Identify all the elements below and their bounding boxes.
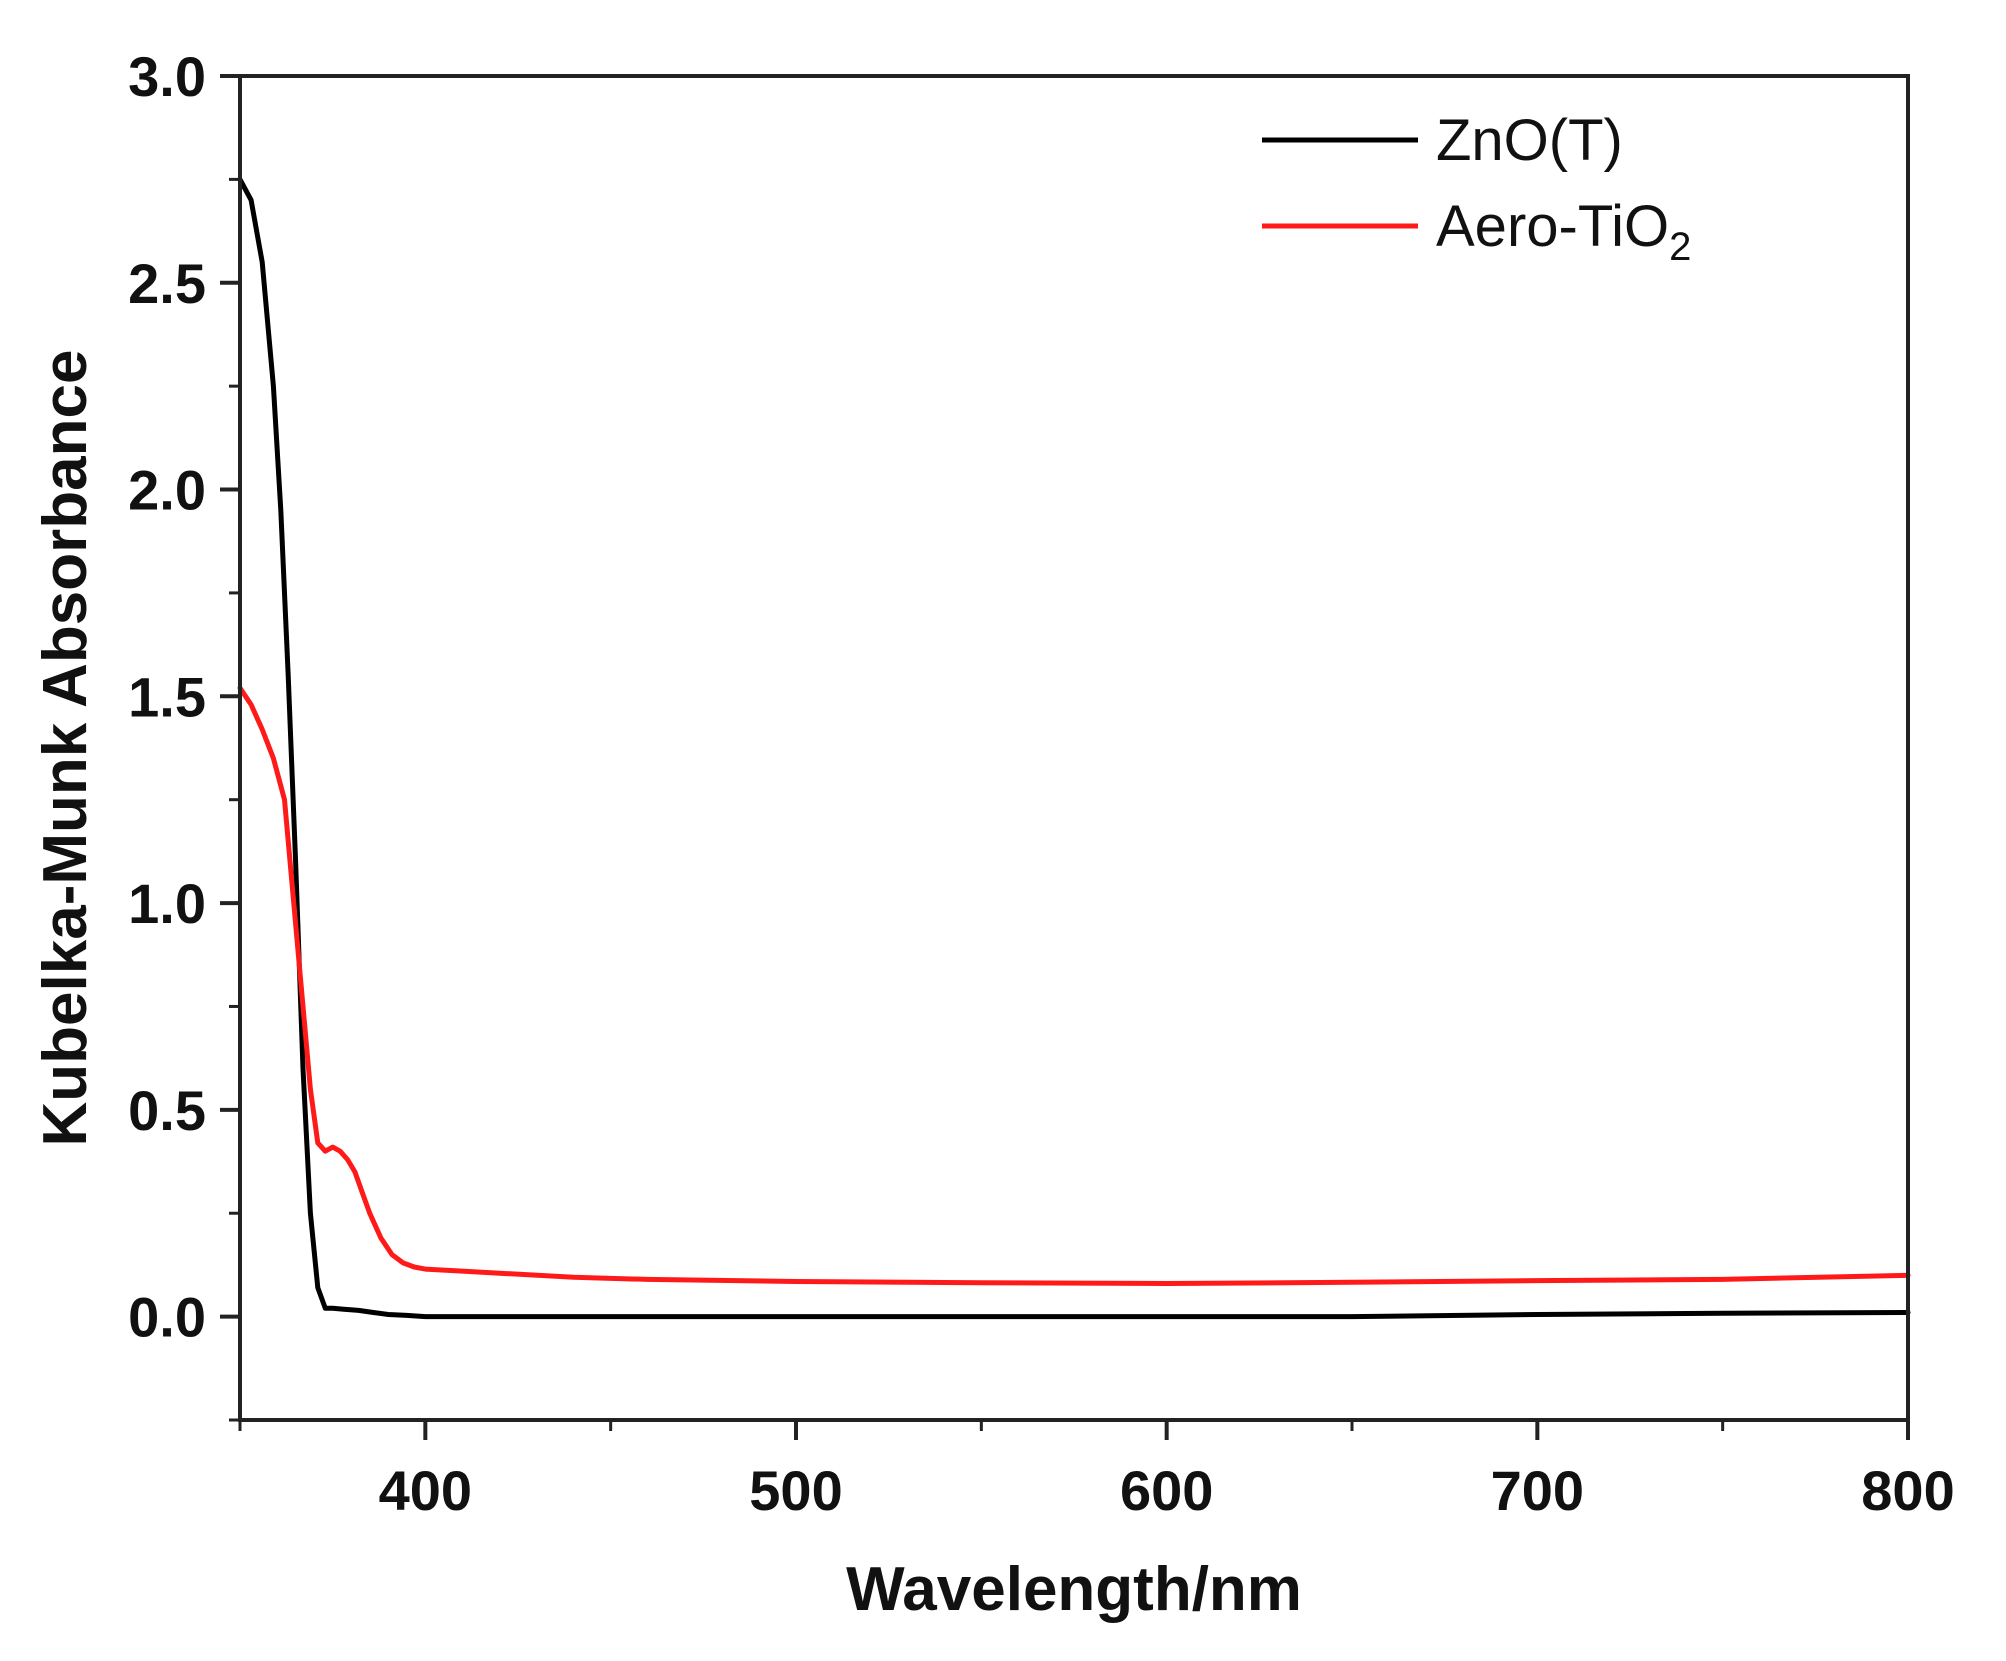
- x-tick-label: 400: [379, 1459, 472, 1522]
- series-line-1: [237, 685, 1911, 1286]
- x-axis-title: Wavelength/nm: [846, 1555, 1302, 1624]
- y-tick-label: 2.5: [128, 252, 206, 315]
- legend: ZnO(T) Aero-TiO2: [1262, 108, 1691, 269]
- y-tick-label: 2.0: [128, 459, 206, 522]
- y-tick-label: 0.0: [128, 1286, 206, 1349]
- ticks-layer: [220, 74, 1910, 1440]
- y-tick-label: 0.5: [128, 1079, 206, 1142]
- x-tick-label: 500: [749, 1459, 842, 1522]
- x-tick-label: 700: [1491, 1459, 1584, 1522]
- labels-layer: 0.0 0.5 1.0 1.5 2.0 2.5 3.0 400 500 600 700 800: [128, 45, 1955, 1522]
- series-layer: [237, 176, 1911, 1320]
- legend-label-zno: ZnO(T): [1436, 108, 1623, 173]
- y-axis-title: Kubelka-Munk Absorbance: [31, 350, 100, 1147]
- y-tick-label: 3.0: [128, 45, 206, 108]
- x-tick-label: 800: [1861, 1459, 1954, 1522]
- y-tick-label: 1.0: [128, 872, 206, 935]
- plot-frame: [238, 74, 1910, 1422]
- series-line-0: [237, 176, 1911, 1320]
- x-tick-label: 600: [1120, 1459, 1213, 1522]
- legend-label-aero-tio2: Aero-TiO2: [1436, 194, 1691, 269]
- y-tick-label: 1.5: [128, 665, 206, 728]
